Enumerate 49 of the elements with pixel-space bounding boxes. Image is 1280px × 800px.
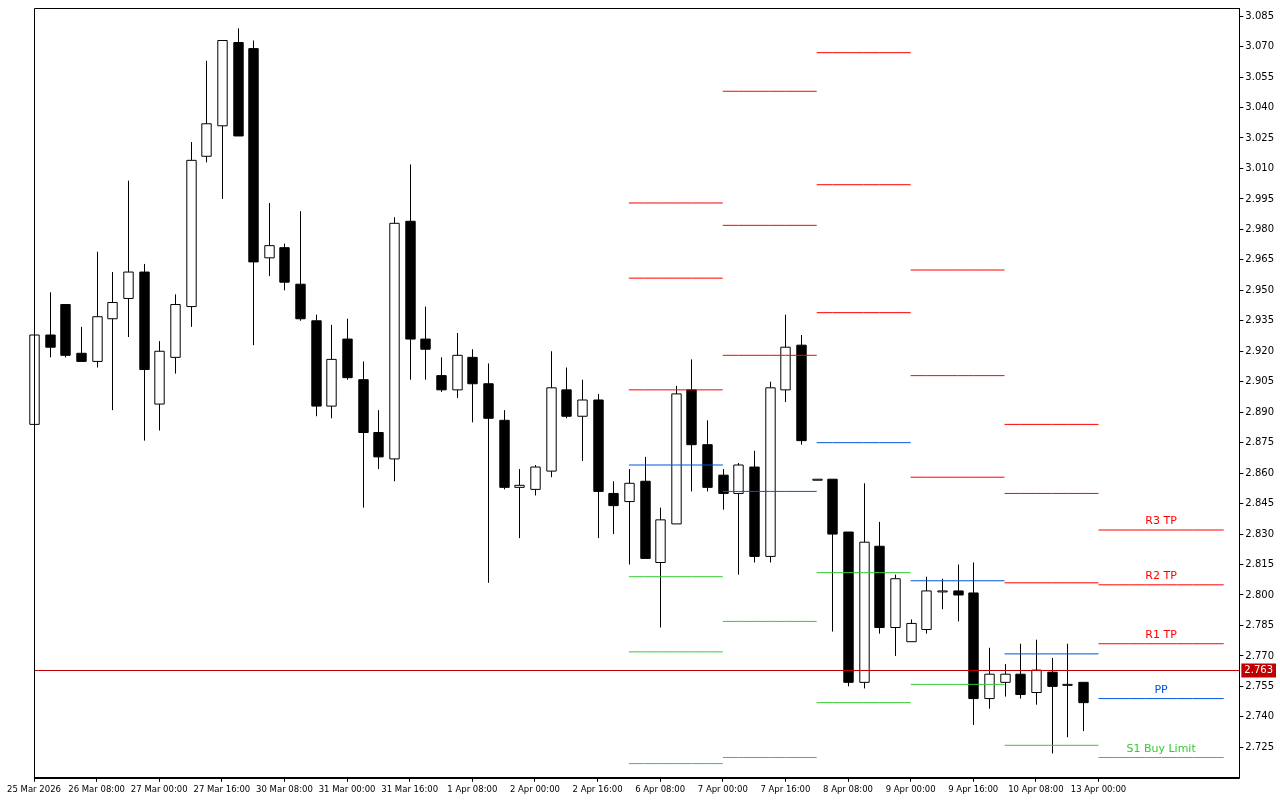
y-tick-label: 2.965 xyxy=(1245,253,1275,265)
y-tick-label: 3.025 xyxy=(1245,131,1275,143)
x-tick-label: 26 Mar 08:00 xyxy=(68,784,125,795)
x-tick-label: 1 Apr 08:00 xyxy=(447,784,498,795)
x-tick-label: 27 Mar 16:00 xyxy=(193,784,251,795)
x-tick-label: 2 Apr 00:00 xyxy=(509,784,560,795)
y-tick-label: 2.740 xyxy=(1245,710,1275,722)
y-tick-label: 2.890 xyxy=(1245,405,1275,417)
y-tick-label: 2.920 xyxy=(1245,344,1275,356)
y-tick-label: 2.860 xyxy=(1245,466,1275,478)
x-tick-label: 31 Mar 16:00 xyxy=(381,784,439,795)
x-tick-label: 27 Mar 00:00 xyxy=(130,784,188,795)
y-tick-label: 2.770 xyxy=(1245,649,1275,661)
y-tick-label: 2.875 xyxy=(1245,436,1275,448)
y-tick-label: 3.070 xyxy=(1245,40,1275,52)
x-tick-label: 9 Apr 16:00 xyxy=(948,784,999,795)
series-label: R1 TP xyxy=(1145,628,1178,642)
x-tick-label: 6 Apr 08:00 xyxy=(635,784,686,795)
y-tick-label: 2.755 xyxy=(1245,679,1275,691)
y-tick-label: 3.055 xyxy=(1245,70,1275,82)
ref-line-label: 2.763 xyxy=(1244,664,1274,676)
series-label: R2 TP xyxy=(1145,569,1178,583)
y-tick-label: 3.040 xyxy=(1245,101,1275,113)
y-tick-label: 2.785 xyxy=(1245,619,1275,631)
y-tick-label: 2.935 xyxy=(1245,314,1275,326)
y-tick-label: 2.980 xyxy=(1245,222,1275,234)
x-tick-label: 8 Apr 08:00 xyxy=(823,784,874,795)
y-tick-label: 2.995 xyxy=(1245,192,1275,204)
y-tick-label: 2.830 xyxy=(1245,527,1275,539)
series-label: PP xyxy=(1154,682,1169,696)
y-tick-label: 2.950 xyxy=(1245,283,1275,295)
x-tick-label: 25 Mar 2026 xyxy=(7,784,61,795)
x-tick-label: 7 Apr 00:00 xyxy=(697,784,748,795)
series-label: S1 Buy Limit xyxy=(1126,741,1197,755)
x-tick-label: 2 Apr 16:00 xyxy=(572,784,623,795)
y-tick-label: 2.725 xyxy=(1245,740,1275,752)
y-tick-label: 3.085 xyxy=(1245,9,1275,21)
x-tick-label: 13 Apr 00:00 xyxy=(1070,784,1127,795)
y-tick-label: 3.010 xyxy=(1245,162,1275,174)
x-tick-label: 30 Mar 08:00 xyxy=(256,784,313,795)
x-tick-label: 31 Mar 00:00 xyxy=(318,784,376,795)
y-tick-label: 2.815 xyxy=(1245,558,1275,570)
x-tick-label: 7 Apr 16:00 xyxy=(760,784,811,795)
y-tick-label: 2.905 xyxy=(1245,375,1275,387)
x-tick-label: 9 Apr 00:00 xyxy=(885,784,936,795)
y-tick-label: 2.800 xyxy=(1245,588,1275,600)
x-tick-label: 10 Apr 08:00 xyxy=(1008,784,1064,795)
series-label: R3 TP xyxy=(1145,514,1178,528)
y-tick-label: 2.845 xyxy=(1245,497,1275,509)
